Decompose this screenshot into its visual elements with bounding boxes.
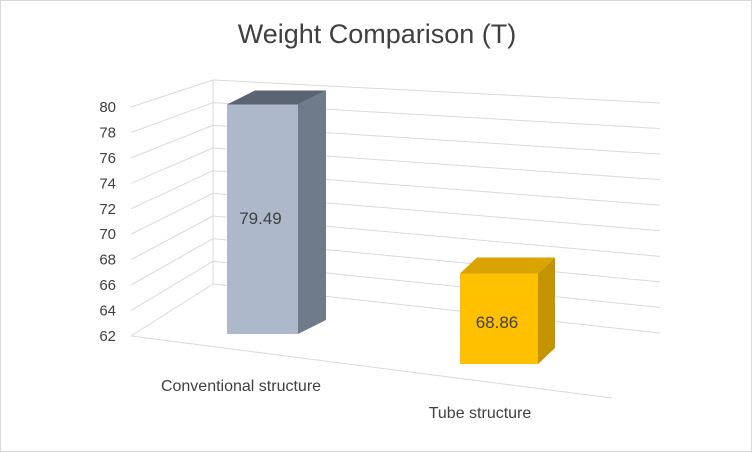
x-category-label: Tube structure [429,405,532,422]
side-gridline [130,79,214,108]
side-gridline [130,102,214,133]
bar-top-face [460,257,555,274]
side-gridline [130,170,214,210]
grid-layer [130,79,661,399]
side-gridline [130,124,214,159]
y-tick-label: 78 [99,124,116,141]
category-label-layer: Conventional structure Tube structure [161,378,531,422]
back-gridline [212,79,661,104]
y-tick-label: 68 [99,252,116,269]
tick-layer: 62 64 66 68 70 72 74 76 78 80 [99,99,116,345]
y-tick-label: 74 [99,175,116,192]
side-gridline [130,147,214,184]
bar-data-label: 68.86 [476,313,519,332]
y-tick-label: 70 [99,226,116,243]
bar-layer: 79.49 68.86 [227,90,555,364]
bar-side-face [538,257,555,364]
bar-front-face [227,104,298,335]
y-tick-label: 72 [99,201,116,218]
bar-front-face [460,273,538,364]
y-tick-label: 64 [99,303,116,320]
side-gridline [130,260,214,311]
x-category-label: Conventional structure [161,378,321,395]
y-tick-label: 62 [99,328,116,345]
bar-data-label: 79.49 [239,209,282,228]
y-tick-label: 80 [99,99,116,116]
y-tick-label: 66 [99,277,116,294]
bar-top-face [227,90,326,105]
floor-edge [130,335,613,399]
side-gridline [130,283,214,337]
y-tick-label: 76 [99,150,116,167]
chart-title: Weight Comparison (T) [237,19,517,49]
side-gridline [130,238,214,286]
bar-side-face [298,90,326,335]
side-gridline [130,215,214,261]
side-gridline [130,192,214,235]
